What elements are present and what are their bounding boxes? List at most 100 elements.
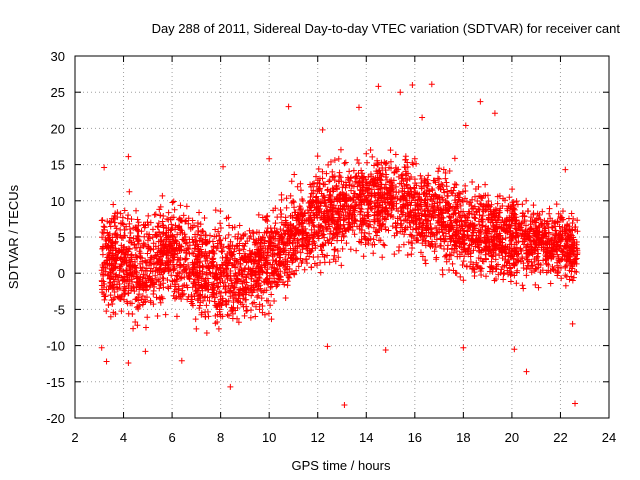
data-point [202,308,209,315]
data-point [363,150,370,157]
data-point [496,238,503,245]
data-point [136,302,143,309]
data-point [150,290,157,297]
data-point [387,213,394,220]
data-point [306,199,313,206]
data-point [483,201,490,208]
data-point [194,252,201,259]
data-point [188,293,195,300]
data-point [564,244,571,251]
data-point [169,214,176,221]
data-point [134,232,141,239]
data-point [117,210,124,217]
data-point [203,329,210,336]
data-point [482,181,489,188]
data-point [371,216,378,223]
data-point [450,226,457,233]
data-point [442,170,449,177]
data-point [541,217,548,224]
data-point [150,301,157,308]
data-point [413,225,420,232]
data-point [277,226,284,233]
data-point [236,222,243,229]
data-point [308,226,315,233]
data-point [210,262,217,269]
data-point [339,245,346,252]
data-point [554,262,561,269]
data-point [252,313,259,320]
data-point [460,277,467,284]
data-point [331,157,338,164]
data-point [377,217,384,224]
data-point [125,212,132,219]
data-point [537,216,544,223]
data-point [364,189,371,196]
data-point [508,269,515,276]
data-point [103,308,110,315]
data-point [136,283,143,290]
data-point [572,224,579,231]
data-point [312,242,319,249]
data-point [176,270,183,277]
data-point [364,213,371,220]
data-point [178,227,185,234]
data-point [218,302,225,309]
data-point [494,200,501,207]
data-point [319,126,326,133]
data-point [500,276,507,283]
data-point [217,313,224,320]
data-point [330,231,337,238]
data-point [260,251,267,258]
data-point [290,247,297,254]
data-point [405,190,412,197]
data-point [568,210,575,217]
data-point [142,298,149,305]
data-point [223,301,230,308]
data-point [209,284,216,291]
data-point [341,401,348,408]
data-point [325,221,332,228]
data-point [402,164,409,171]
data-point [314,205,321,212]
data-point [322,181,329,188]
data-point [549,266,556,273]
data-point [407,223,414,230]
data-point [204,257,211,264]
data-point [247,271,254,278]
data-point [553,201,560,208]
data-point [396,243,403,250]
data-point [314,179,321,186]
data-point [120,244,127,251]
data-point [184,284,191,291]
data-point [211,298,218,305]
data-point [135,305,142,312]
data-point [193,271,200,278]
data-point [99,217,106,224]
data-point [388,177,395,184]
data-point [317,243,324,250]
data-point [353,194,360,201]
data-point [226,288,233,295]
data-point [494,225,501,232]
data-point [143,279,150,286]
data-point [556,223,563,230]
data-point [507,278,514,285]
data-point [459,212,466,219]
data-point [571,252,578,259]
data-point [255,253,262,260]
data-point [355,160,362,167]
data-point [465,246,472,253]
data-point [340,212,347,219]
data-point [192,242,199,249]
data-point [382,167,389,174]
data-point [370,224,377,231]
data-point [100,230,107,237]
data-point [330,214,337,221]
data-point [371,190,378,197]
data-point [451,184,458,191]
data-point [282,295,289,302]
data-point [519,238,526,245]
data-point [162,311,169,318]
data-point [549,231,556,238]
